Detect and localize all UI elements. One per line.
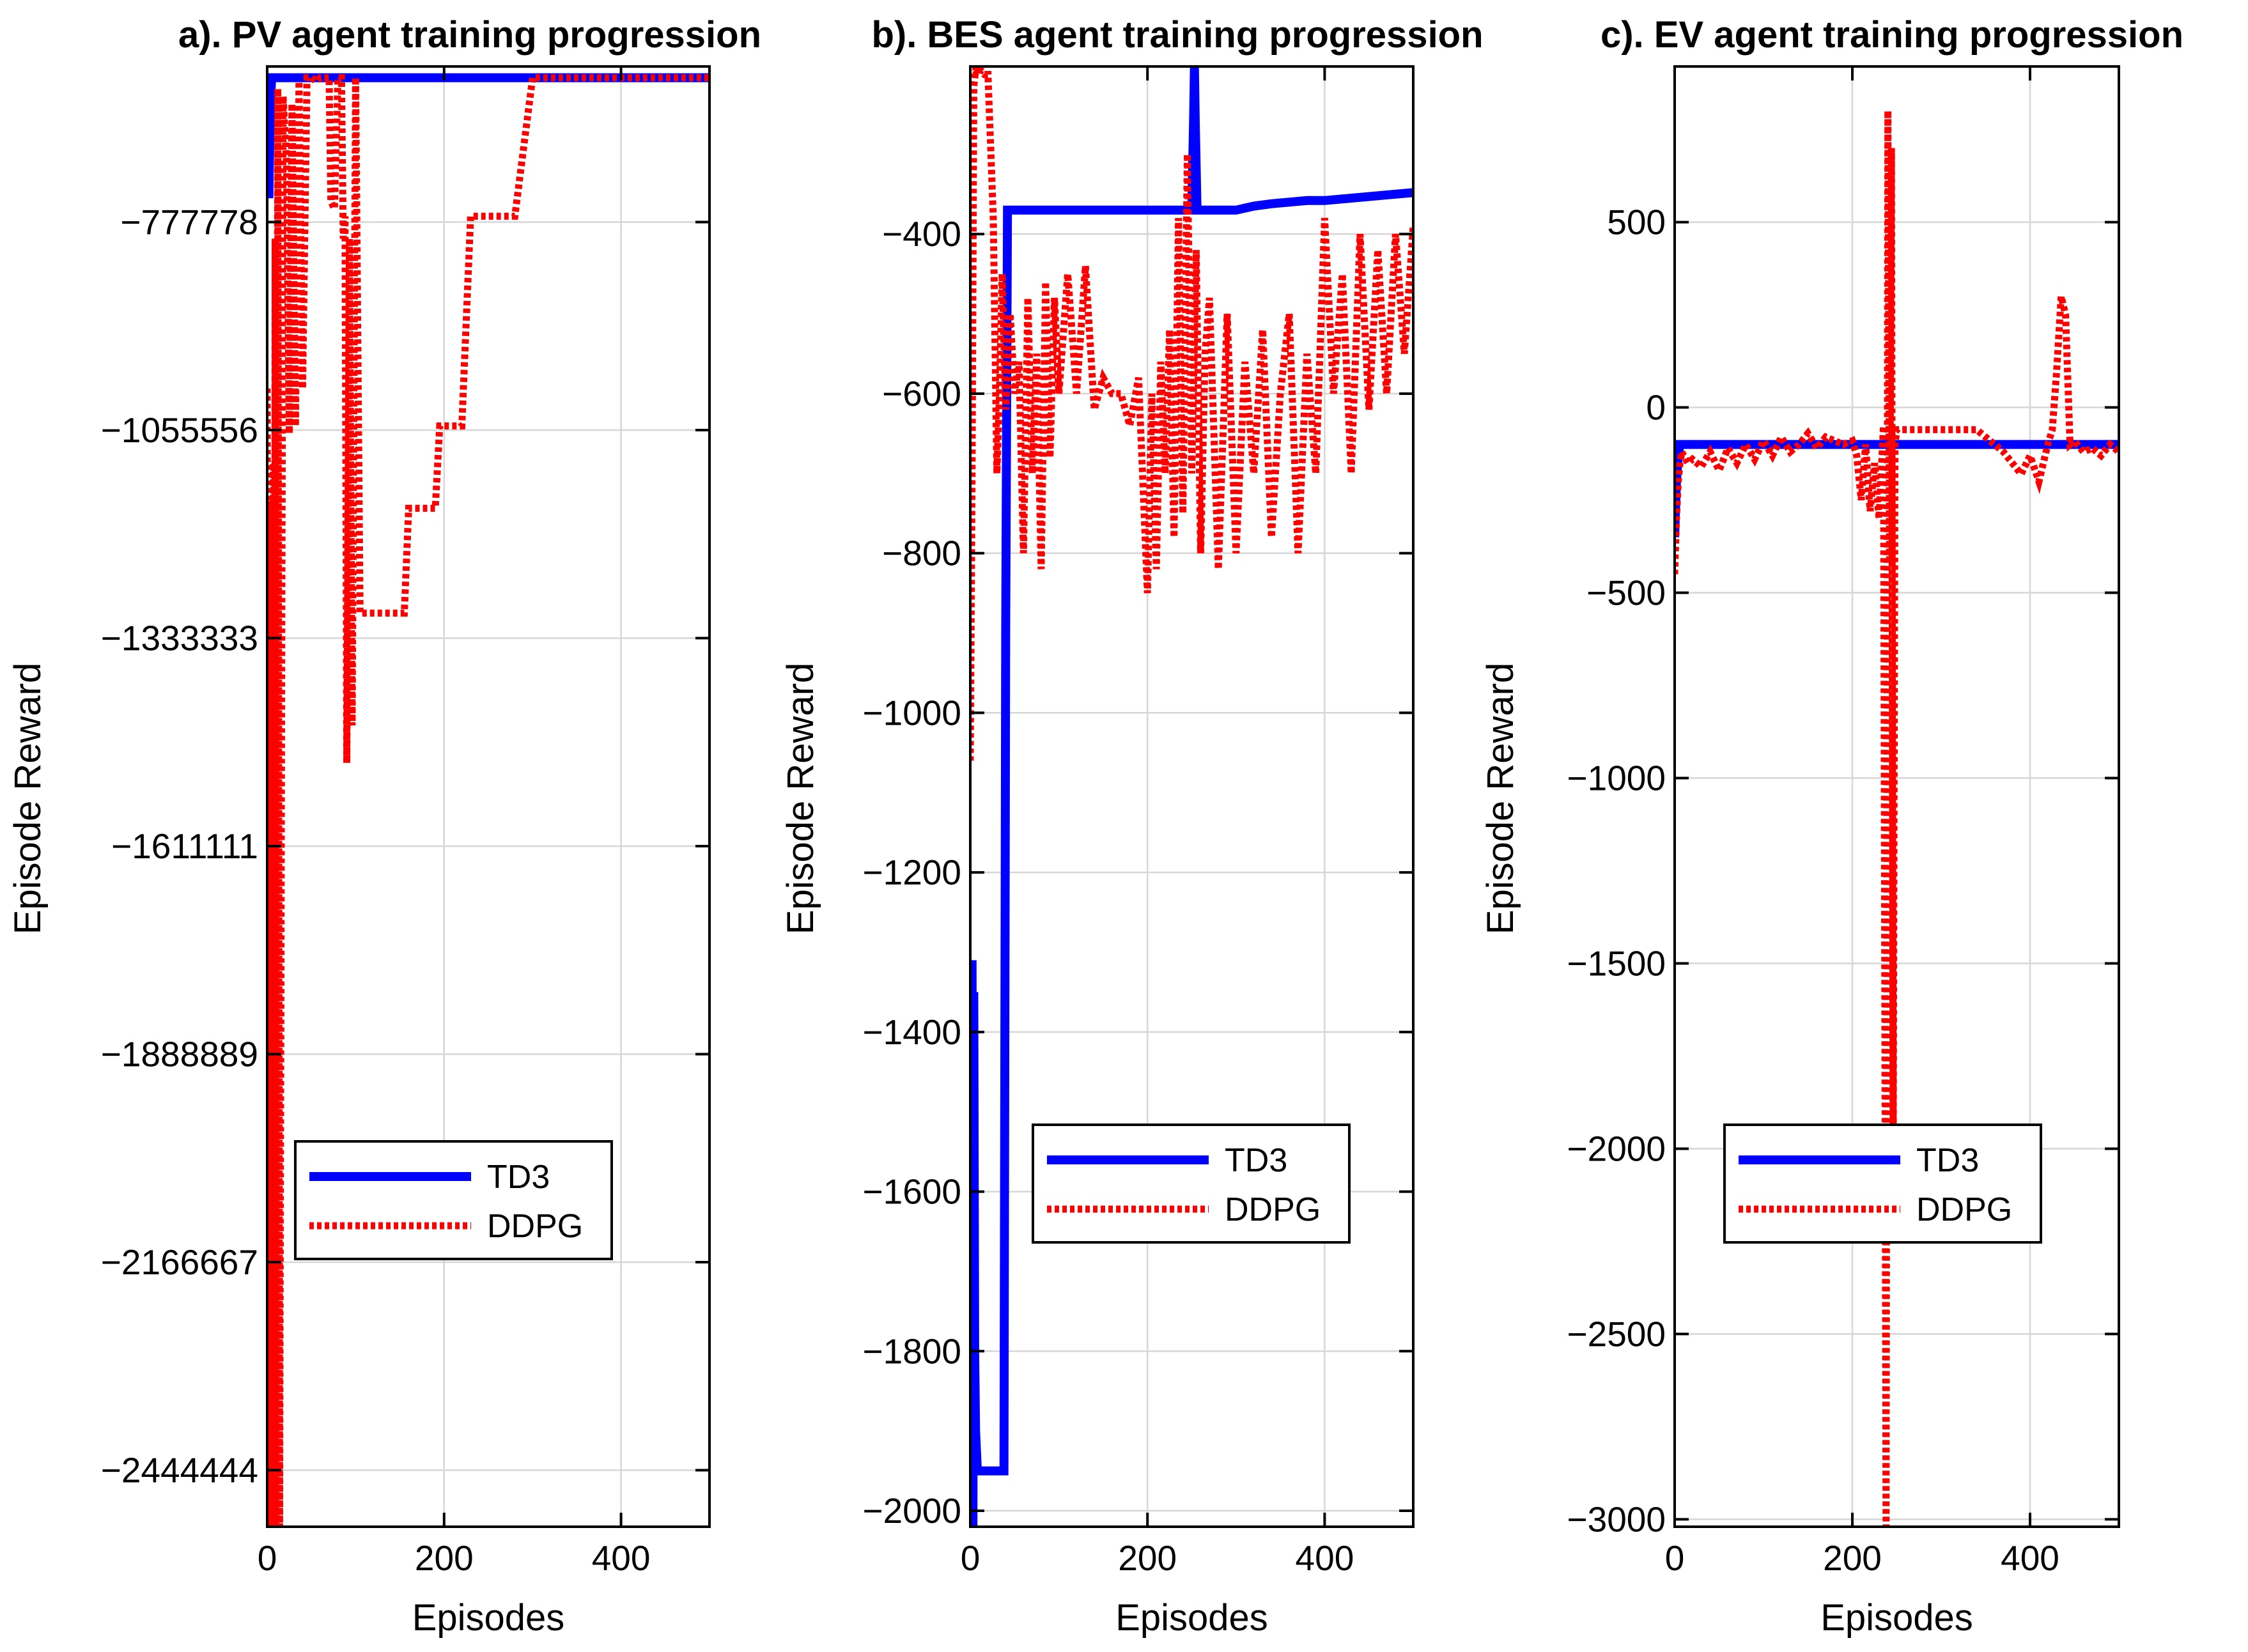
y-tick-label: −2500 — [1567, 1314, 1666, 1354]
legend-label-ddpg: DDPG — [487, 1208, 583, 1245]
y-tick-label: −1400 — [863, 1012, 961, 1052]
y-tick-label: −1888889 — [101, 1034, 258, 1074]
y-tick-label: −777778 — [120, 202, 258, 242]
chart-title: a). PV agent training progression — [178, 14, 761, 56]
legend-label-td3: TD3 — [487, 1159, 550, 1196]
x-tick-label: 0 — [961, 1538, 981, 1578]
y-tick-label: −500 — [1586, 573, 1666, 613]
x-axis-label: Episodes — [1820, 1597, 1973, 1639]
series-line-ddpg — [970, 66, 1413, 761]
axes-frame — [266, 65, 711, 1528]
axes-frame — [969, 65, 1415, 1528]
panel-2: b). BES agent training progression 0 200 40… — [780, 14, 1484, 1639]
y-tick-label: 0 — [1646, 388, 1666, 428]
axes-frame — [1673, 65, 2120, 1528]
y-axis-label: Episode Reward — [7, 663, 49, 935]
y-tick-label: −1000 — [1567, 759, 1666, 798]
plot-area — [1675, 111, 2119, 1527]
x-tick-label: 0 — [258, 1538, 277, 1578]
y-tick-label: −400 — [882, 214, 961, 254]
y-tick-label: −600 — [882, 374, 961, 413]
y-tick-label: −1055556 — [101, 410, 258, 450]
y-tick-label: −2444444 — [101, 1450, 258, 1490]
series-line-td3 — [1675, 440, 2119, 537]
legend-label-ddpg: DDPG — [1916, 1191, 2012, 1228]
x-tick-label: 400 — [2001, 1538, 2059, 1578]
legend: TD3 DDPG — [1032, 1123, 1351, 1244]
y-tick-label: −2000 — [863, 1491, 961, 1531]
plot-area — [970, 66, 1413, 1527]
y-tick-label: −1333333 — [101, 618, 258, 658]
legend-label-td3: TD3 — [1225, 1142, 1287, 1179]
y-tick-label: 500 — [1607, 203, 1666, 242]
x-tick-label: 400 — [1296, 1538, 1354, 1578]
y-tick-label: −1000 — [863, 693, 961, 732]
panel-1: a). PV agent training progression 0 200 400… — [7, 14, 761, 1639]
panel-3: c). EV agent training progression 0 200 400… — [1480, 14, 2183, 1639]
legend-box — [1723, 1123, 2042, 1244]
x-tick-label: 200 — [415, 1538, 474, 1578]
x-axis-label: Episodes — [412, 1597, 565, 1639]
series-line-td3 — [970, 66, 1413, 1527]
x-tick-label: 200 — [1823, 1538, 1882, 1578]
series-line-ddpg — [1675, 111, 2119, 1527]
y-tick-label: −1611111 — [111, 826, 258, 866]
legend-label-td3: TD3 — [1916, 1142, 1979, 1179]
y-tick-label: −3000 — [1567, 1499, 1666, 1539]
legend-box — [1032, 1123, 1351, 1244]
x-tick-label: 200 — [1118, 1538, 1177, 1578]
plot-area — [267, 73, 709, 1527]
y-axis-label: Episode Reward — [780, 663, 821, 935]
y-tick-label: −1500 — [1567, 943, 1666, 983]
chart-title: b). BES agent training progression — [871, 14, 1483, 56]
legend-box — [294, 1140, 613, 1260]
y-tick-label: −1800 — [863, 1331, 961, 1371]
y-tick-label: −2000 — [1567, 1129, 1666, 1168]
y-tick-label: −1600 — [863, 1172, 961, 1212]
chart-title: c). EV agent training progression — [1601, 14, 2183, 56]
series-line-ddpg — [267, 74, 709, 1527]
y-axis-label: Episode Reward — [1480, 663, 1521, 935]
x-tick-label: 400 — [592, 1538, 651, 1578]
legend-label-ddpg: DDPG — [1225, 1191, 1321, 1228]
y-tick-label: −800 — [882, 534, 961, 573]
y-tick-label: −1200 — [863, 853, 961, 892]
x-tick-label: 0 — [1665, 1538, 1685, 1578]
x-axis-label: Episodes — [1115, 1597, 1268, 1639]
legend: TD3 DDPG — [1723, 1123, 2042, 1244]
legend: TD3 DDPG — [294, 1140, 613, 1260]
y-tick-label: −2166667 — [101, 1242, 258, 1282]
